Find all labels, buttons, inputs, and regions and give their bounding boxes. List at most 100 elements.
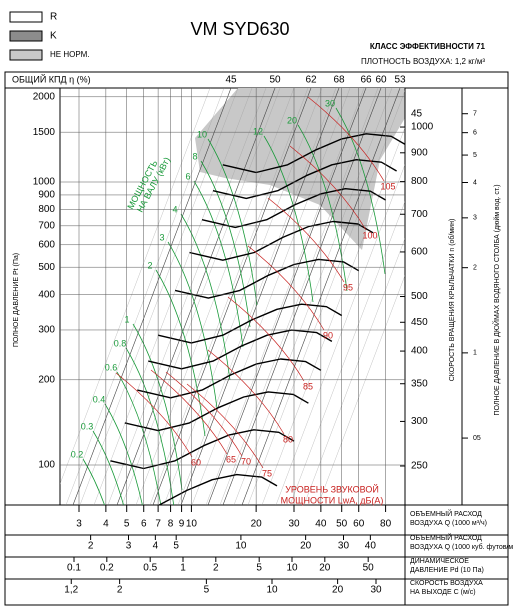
eff-tick-label: 53 — [394, 75, 406, 86]
power-line — [132, 323, 183, 491]
axis-title: ОБЪЕМНЫЙ РАСХОД — [410, 533, 482, 542]
x-tick-label: 4 — [103, 519, 109, 530]
eff-line — [207, 88, 367, 505]
axis-title: ВОЗДУХА Q (1000 м³/ч) — [410, 520, 487, 527]
sound-line — [267, 197, 345, 283]
eff-line — [152, 88, 312, 505]
x-tick-label: 9 — [179, 519, 185, 530]
eff-line — [180, 88, 340, 505]
sound-title: УРОВЕНЬ ЗВУКОВОЙ — [285, 483, 379, 494]
power-label: 3 — [159, 232, 164, 242]
x-tick-label: 20 — [319, 563, 331, 574]
power-line — [155, 269, 206, 437]
x-tick-label: 3 — [126, 541, 132, 552]
eff-axis-title: ОБЩИЙ КПД η (%) — [12, 73, 91, 84]
y3-tick-label: 4 — [473, 179, 477, 186]
fan-curve — [93, 473, 278, 505]
x-tick-label: 30 — [338, 541, 350, 552]
x-tick-label: 4 — [153, 541, 159, 552]
y-tick-label: 1000 — [33, 177, 56, 188]
y-tick-label: 900 — [38, 190, 55, 201]
fan-curve — [189, 220, 374, 261]
x-tick-label: 2 — [213, 563, 219, 574]
sound-label: 90 — [323, 330, 333, 340]
power-line — [92, 430, 124, 505]
y-tick-label: 2000 — [33, 91, 56, 102]
system-line — [107, 88, 267, 505]
eff-tick-label: 50 — [269, 75, 281, 86]
sound-line — [289, 145, 367, 231]
system-line — [65, 88, 225, 505]
air-density: ПЛОТНОСТЬ ВОЗДУХА: 1,2 кг/м³ — [361, 57, 485, 66]
power-label: 0.6 — [105, 362, 118, 372]
fan-curve — [124, 391, 309, 432]
fan-curve — [201, 188, 386, 229]
y3-tick-label: 7 — [473, 111, 477, 118]
y3-axis-title: ПОЛНОЕ ДАВЛЕНИЕ В ДЮЙМАХ ВОДЯНОГО СТОЛБА… — [492, 184, 501, 415]
sound-label: 65 — [226, 454, 236, 464]
eff-line — [116, 88, 276, 505]
axis-title: ОБЪЕМНЫЙ РАСХОД — [410, 509, 482, 518]
power-line — [116, 371, 162, 505]
system-line — [233, 88, 393, 505]
speed-top-label: 45 — [411, 109, 423, 120]
power-label: 0.8 — [114, 338, 127, 348]
x-tick-label: 80 — [380, 519, 392, 530]
x-tick-label: 2 — [88, 541, 94, 552]
power-label: 30 — [325, 98, 335, 108]
sound-line — [227, 296, 305, 382]
system-line — [205, 88, 365, 505]
y-axis-title: ПОЛНОЕ ДАВЛЕНИЕ Pt (Па) — [13, 253, 20, 347]
x-tick-label: 1 — [180, 563, 186, 574]
fan-curve — [157, 303, 343, 344]
legend-label: R — [50, 12, 57, 23]
system-line — [177, 88, 337, 505]
y2-tick-label: 1000 — [411, 122, 434, 133]
sound-label: 75 — [262, 468, 272, 478]
sound-label: 80 — [283, 434, 293, 444]
axis-title: ВОЗДУХА Q (1000 куб. футов/мин) — [410, 543, 513, 551]
system-line — [289, 201, 405, 505]
y2-tick-label: 900 — [411, 147, 428, 158]
fan-curve — [174, 258, 360, 299]
power-label: 4 — [172, 204, 177, 214]
system-line — [149, 88, 309, 505]
eff-tick-label: 66 — [360, 75, 372, 86]
y2-axis-title: СКОРОСТЬ ВРАЩЕНИЯ КРЫЛЬЧАТКИ n (об/мин) — [448, 219, 456, 382]
sound-line — [307, 96, 385, 182]
legend-label: K — [50, 31, 57, 42]
sound-label: 95 — [343, 282, 353, 292]
y2-tick-label: 800 — [411, 176, 428, 187]
x-tick-label: 20 — [251, 519, 263, 530]
power-line — [193, 180, 244, 348]
eff-tick-label: 60 — [375, 75, 387, 86]
x-tick-label: 60 — [353, 519, 365, 530]
y2-tick-label: 700 — [411, 209, 428, 220]
eff-line — [72, 88, 232, 505]
power-line — [297, 124, 348, 292]
x-tick-label: 40 — [365, 541, 377, 552]
x-tick-label: 5 — [204, 585, 210, 596]
y-tick-label: 700 — [38, 220, 55, 231]
power-label: 1 — [124, 314, 129, 324]
power-label: 12 — [253, 126, 263, 136]
y2-tick-label: 250 — [411, 461, 428, 472]
eff-tick-label: 62 — [305, 75, 317, 86]
power-label: 10 — [197, 129, 207, 139]
x-tick-label: 20 — [300, 541, 312, 552]
system-line — [79, 88, 239, 505]
frame — [4, 71, 509, 606]
y-tick-label: 100 — [38, 460, 55, 471]
chart-title: VM SYD630 — [190, 19, 289, 39]
sound-line — [115, 372, 193, 458]
system-line — [60, 88, 211, 485]
sound-line — [247, 245, 325, 331]
power-label: 0.4 — [93, 394, 106, 404]
x-tick-label: 7 — [155, 519, 161, 530]
x-tick-label: 0.1 — [67, 563, 81, 574]
legend-label: НЕ НОРМ. — [50, 50, 89, 59]
x-tick-label: 40 — [315, 519, 327, 530]
power-label: 2 — [147, 260, 152, 270]
y2-tick-label: 400 — [411, 346, 428, 357]
power-line — [335, 107, 386, 275]
